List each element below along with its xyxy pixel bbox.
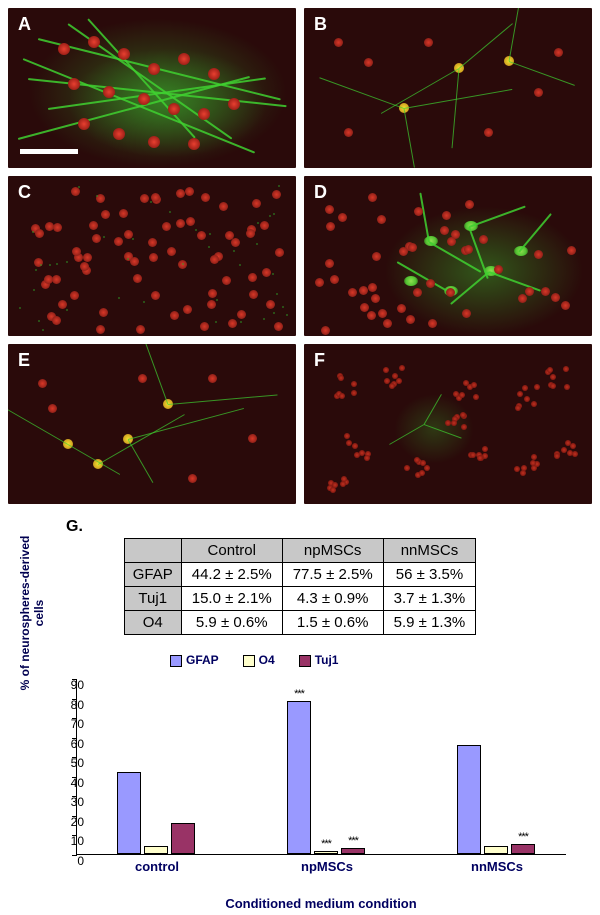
x-axis-title: Conditioned medium condition (76, 896, 566, 911)
panel-e-label: E (18, 350, 30, 371)
panel-c-label: C (18, 182, 31, 203)
panel-f-label: F (314, 350, 325, 371)
panel-e: E (8, 344, 296, 504)
panel-d: D (304, 176, 592, 336)
legend-gfap: GFAP (186, 653, 219, 667)
row-o4: O4 (124, 611, 181, 635)
y-axis-title: % of neurospheres-derived cells (18, 523, 46, 703)
row-gfap: GFAP (124, 563, 181, 587)
panel-f: F (304, 344, 592, 504)
panel-g-label: G. (66, 518, 584, 536)
legend-o4: O4 (259, 653, 275, 667)
panel-a: A (8, 8, 296, 168)
col-nnmscs: nnMSCs (383, 539, 476, 563)
swatch-o4 (243, 655, 255, 667)
swatch-gfap (170, 655, 182, 667)
panel-c: C /*placeholder*/ (8, 176, 296, 336)
panel-b: B (304, 8, 592, 168)
swatch-tuj1 (299, 655, 311, 667)
table-g: G. Control npMSCs nnMSCs GFAP 44.2 ± 2.5… (16, 518, 584, 635)
panel-d-label: D (314, 182, 327, 203)
table-row: O4 5.9 ± 0.6% 1.5 ± 0.6% 5.9 ± 1.3% (124, 611, 476, 635)
bar-chart: GFAP O4 Tuj1 % of neurospheres-derived c… (20, 653, 580, 913)
panel-a-label: A (18, 14, 31, 35)
data-table: Control npMSCs nnMSCs GFAP 44.2 ± 2.5% 7… (124, 538, 477, 635)
table-row: Tuj1 15.0 ± 2.1% 4.3 ± 0.9% 3.7 ± 1.3% (124, 587, 476, 611)
col-npmscs: npMSCs (282, 539, 383, 563)
chart-legend: GFAP O4 Tuj1 (170, 653, 338, 667)
table-row: GFAP 44.2 ± 2.5% 77.5 ± 2.5% 56 ± 3.5% (124, 563, 476, 587)
col-control: Control (181, 539, 282, 563)
chart-plot-area: control*********npMSCs***nnMSCs (76, 679, 566, 855)
panel-b-label: B (314, 14, 327, 35)
table-corner (124, 539, 181, 563)
row-tuj1: Tuj1 (124, 587, 181, 611)
legend-tuj1: Tuj1 (315, 653, 339, 667)
microscopy-panels: A B C (8, 8, 592, 504)
